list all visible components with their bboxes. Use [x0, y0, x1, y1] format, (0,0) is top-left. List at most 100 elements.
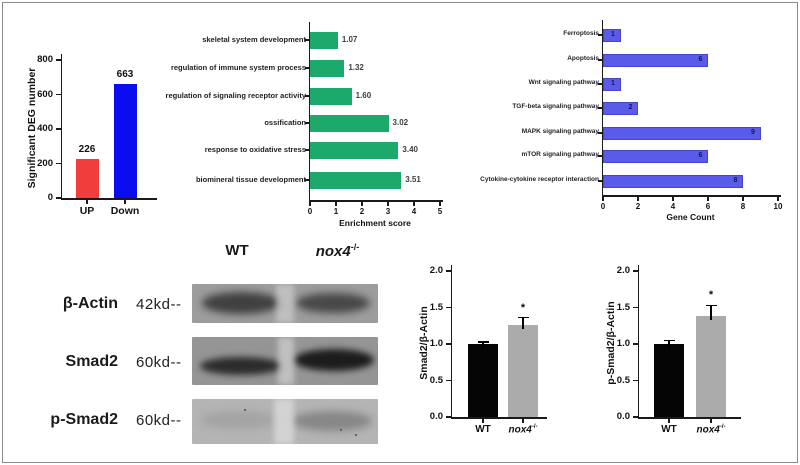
deg-y-tick-label: 600 [37, 88, 53, 100]
go-x-tick [335, 201, 337, 206]
blot-band-nox4 [296, 293, 370, 313]
go-category-tick [304, 179, 310, 181]
smad2_ratio-y-tick-label: 1.5 [429, 301, 443, 313]
size-label-60kd-smad2: 60kd-- [136, 354, 182, 371]
go-category-tick [304, 122, 310, 124]
go-y-axis-line [308, 22, 310, 200]
kegg-bar [603, 77, 621, 91]
go-bar [310, 141, 399, 159]
kegg-x-tick-label: 4 [670, 202, 676, 211]
deg-x-category-label: UP [79, 205, 95, 217]
smad2_ratio-x-tick [522, 418, 524, 423]
kegg-category-label: Wnt signaling pathway [528, 79, 599, 86]
kegg-value-label: 1 [611, 30, 615, 38]
deg-y-tick-label: 0 [47, 192, 53, 203]
deg-y-tick-label: 400 [37, 123, 53, 134]
psmad2_ratio-significance-marker: * [708, 289, 714, 302]
psmad2_ratio-y-axis-title: p-Smad2/β-Actin [605, 301, 617, 385]
go-x-tick [387, 201, 389, 206]
kegg-x-tick [707, 196, 709, 201]
blot-band-nox4 [294, 349, 374, 371]
go-category-label: skeletal system development [202, 35, 306, 44]
go-bar [310, 87, 352, 105]
go-x-tick [413, 201, 415, 206]
kegg-bar [603, 53, 708, 67]
kegg-category-tick [597, 180, 603, 182]
blot-speckle [244, 409, 246, 411]
psmad2_ratio-error-bar-cap [705, 304, 717, 307]
deg-y-tick [55, 128, 61, 130]
psmad2_ratio-x-category-label: nox4-/- [696, 424, 726, 436]
size-label-60kd-p-smad2: 60kd-- [136, 412, 182, 429]
go-x-axis-title: Enrichment score [339, 218, 411, 228]
kegg-x-tick-label: 2 [635, 202, 641, 211]
deg-x-tick [124, 199, 126, 204]
go-bar [310, 59, 345, 77]
go-value-label: 1.07 [341, 35, 358, 44]
kegg-value-label: 2 [628, 103, 633, 111]
deg-y-tick [55, 197, 61, 199]
smad2_ratio-y-axis-title: Smad2/β-Actin [418, 306, 430, 380]
go-category-label: biomineral tissue development [195, 175, 306, 184]
psmad2_ratio-y-tick-label: 2.0 [616, 265, 630, 276]
kegg-category-tick [597, 83, 603, 85]
kegg-x-tick [602, 196, 604, 201]
psmad2_ratio-y-tick [632, 343, 638, 345]
blot-band-wt [202, 292, 280, 314]
go-category-label: regulation of signaling receptor activit… [165, 91, 306, 100]
go-category-label: response to oxidative stress [204, 145, 306, 154]
smad2_ratio-y-tick-label: 2.0 [429, 265, 443, 276]
smad2_ratio-y-axis-line [450, 265, 452, 419]
go-x-tick-label: 5 [437, 207, 443, 216]
smad2_ratio-y-tick [445, 379, 451, 382]
lane-gap [276, 284, 294, 323]
smad2_ratio-bar [468, 344, 498, 417]
smad2_ratio-significance-marker: * [520, 301, 526, 314]
protein-label-beta-actin: β-Actin [62, 295, 118, 312]
kegg-value-label: 1 [611, 79, 615, 87]
go-bar [310, 31, 338, 49]
kegg-category-label: mTOR signaling pathway [521, 151, 599, 158]
lane-gap [274, 399, 294, 444]
kegg-bar [603, 126, 761, 140]
psmad2_ratio-bar [654, 344, 684, 417]
kegg-category-tick [597, 155, 603, 157]
deg-bar [75, 159, 99, 198]
deg-y-tick-label: 200 [37, 157, 53, 169]
go-category-tick [304, 149, 310, 151]
deg-x-axis-line [60, 198, 157, 200]
lane-label-nox4: nox4-/- [300, 242, 375, 260]
deg-bar-value-label: 663 [116, 68, 134, 80]
deg-y-axis-line [60, 54, 62, 200]
nox4-genotype-superscript: -/- [350, 242, 360, 252]
kegg-category-label: Ferroptosis [563, 30, 599, 37]
go-category-tick [304, 39, 310, 41]
go-x-tick-label: 3 [385, 207, 391, 216]
smad2_ratio-x-category-label: nox4-/- [508, 424, 538, 436]
smad2_ratio-error-bar-cap [477, 341, 489, 343]
deg-bar [113, 83, 137, 198]
go-bar [310, 114, 389, 132]
smad2_ratio-y-tick [445, 416, 451, 418]
smad2_ratio-error-bar-line [522, 317, 524, 330]
protein-label-p-smad2: p-Smad2 [50, 411, 118, 428]
psmad2_ratio-error-bar-line [668, 340, 670, 348]
kegg-category-label: Apoptosis [567, 55, 599, 62]
kegg-category-label: Cytokine-cytokine receptor interaction [480, 176, 599, 183]
smad2_ratio-y-tick [445, 270, 451, 272]
psmad2_ratio-y-tick-label: 1.0 [616, 338, 630, 349]
kegg-x-tick-label: 0 [600, 202, 606, 211]
psmad2_ratio-x-tick [668, 418, 670, 423]
deg-bar-value-label: 226 [78, 144, 96, 155]
go-value-label: 3.40 [402, 145, 418, 154]
smad2_ratio-x-tick [482, 418, 484, 423]
kegg-category-label: MAPK signaling pathway [521, 128, 599, 135]
blot-band-wt [200, 357, 282, 375]
psmad2_ratio-bar [696, 316, 726, 417]
smad2_ratio-x-category-label: WT [475, 424, 491, 435]
blot-band-nox4 [292, 411, 372, 431]
go-x-tick [361, 201, 363, 206]
psmad2_ratio-y-tick [632, 416, 638, 418]
deg-x-category-label: Down [110, 205, 140, 217]
